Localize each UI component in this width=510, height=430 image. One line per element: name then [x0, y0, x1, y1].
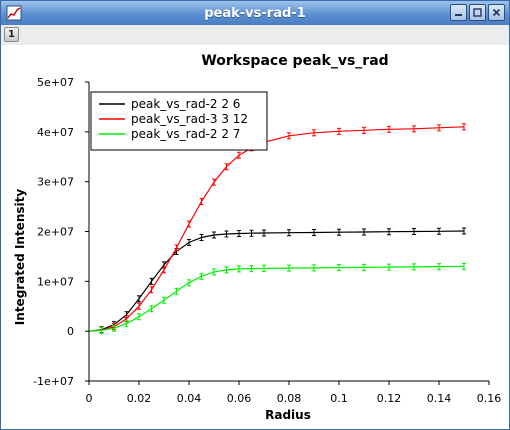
plot-tabstrip: 1 — [1, 25, 509, 45]
restore-icon — [473, 8, 482, 17]
y-tick-label: 4e+07 — [37, 126, 74, 139]
x-tick-label: 0.14 — [427, 392, 452, 405]
y-tick-label: 0 — [67, 325, 74, 338]
series-line — [88, 230, 465, 332]
y-tick-label: -1e+07 — [33, 375, 74, 388]
x-axis-ticks: 0 0.02 0.04 0.06 0.08 0.1 0.12 0.14 0.16 — [86, 381, 502, 405]
x-tick-label: 0.06 — [227, 392, 252, 405]
y-axis-ticks: -1e+07 0 1e+07 2e+07 3e+07 4e+07 5e+07 — [33, 76, 89, 388]
y-tick-label: 5e+07 — [37, 76, 74, 89]
y-axis-label: Integrated Intensity — [13, 189, 27, 326]
x-tick-label: 0.08 — [277, 392, 302, 405]
x-tick-label: 0.1 — [330, 392, 348, 405]
plot-area: Workspace peak_vs_rad -1e+07 0 1e+07 2e+07 3… — [13, 53, 502, 422]
tab-1[interactable]: 1 — [4, 27, 19, 42]
x-tick-label: 0.16 — [477, 392, 502, 405]
x-axis-label: Radius — [265, 408, 311, 422]
minimize-button[interactable] — [450, 4, 467, 21]
x-tick-label: 0.04 — [177, 392, 202, 405]
app-icon — [6, 5, 22, 21]
legend-box — [90, 91, 268, 151]
title-bar[interactable]: peak-vs-rad-1 — [1, 1, 509, 25]
y-tick-label: 3e+07 — [37, 176, 74, 189]
x-tick-label: 0.12 — [377, 392, 402, 405]
y-tick-label: 2e+07 — [37, 226, 74, 239]
close-button[interactable] — [488, 4, 505, 21]
y-tick-label: 1e+07 — [37, 275, 74, 288]
x-tick-label: 0.02 — [127, 392, 152, 405]
legend-label: peak_vs_rad-3 3 12 — [131, 112, 248, 126]
window-controls — [450, 4, 505, 21]
chart-title: Workspace peak_vs_rad — [201, 53, 388, 69]
series-layer — [88, 123, 466, 334]
close-icon — [492, 8, 501, 17]
legend-label: peak_vs_rad-2 2 6 — [131, 97, 240, 111]
x-tick-label: 0 — [86, 392, 93, 405]
minimize-icon — [455, 14, 462, 16]
series-line — [88, 126, 465, 332]
legend-label: peak_vs_rad-2 2 7 — [131, 127, 240, 141]
restore-button[interactable] — [469, 4, 486, 21]
window-title: peak-vs-rad-1 — [204, 5, 306, 21]
